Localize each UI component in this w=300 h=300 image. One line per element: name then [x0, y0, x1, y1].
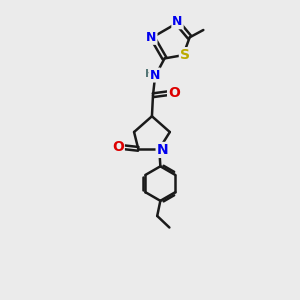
Text: S: S [180, 48, 190, 62]
Text: N: N [172, 15, 183, 28]
Text: H: H [145, 69, 154, 79]
Text: N: N [157, 143, 168, 157]
Text: O: O [112, 140, 124, 154]
Text: N: N [146, 31, 157, 44]
Text: O: O [168, 86, 180, 100]
Text: N: N [149, 68, 160, 82]
